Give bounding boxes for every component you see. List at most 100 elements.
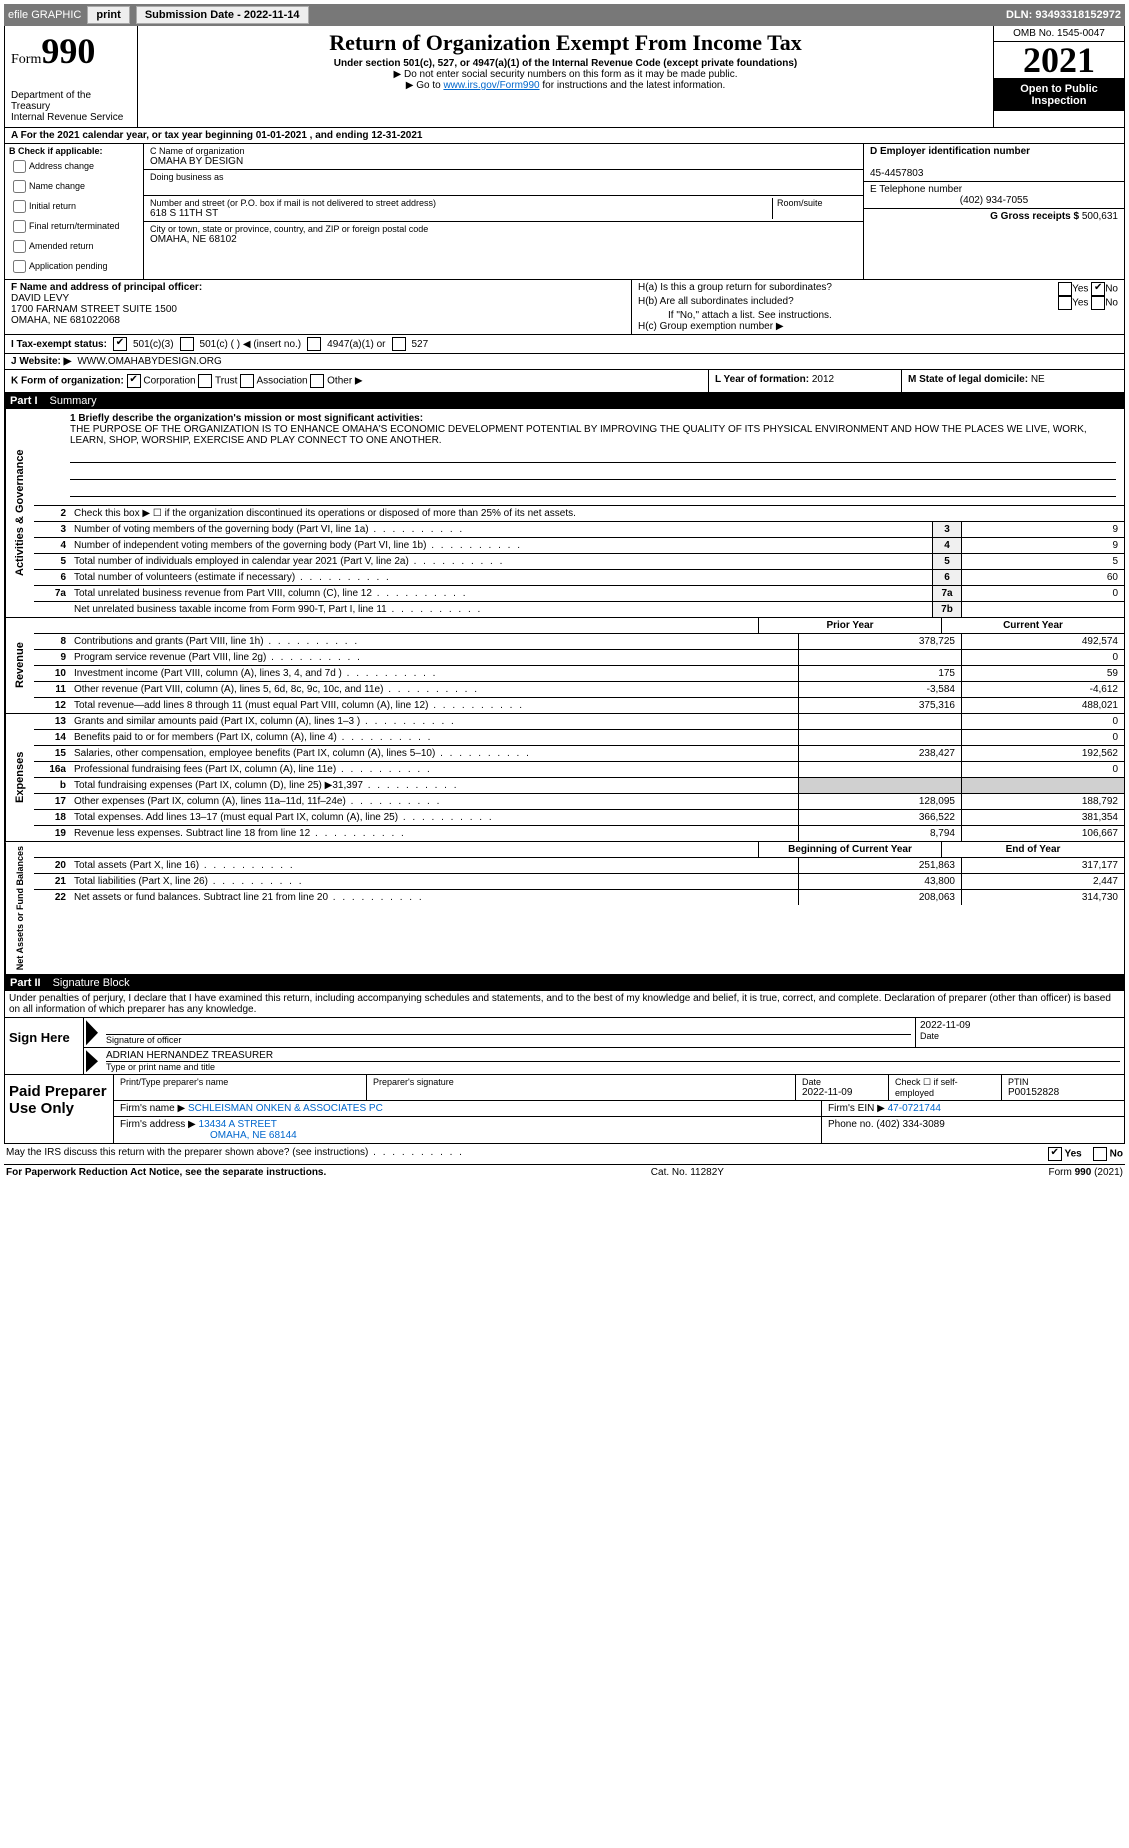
perjury-declaration: Under penalties of perjury, I declare th… [4, 991, 1125, 1017]
part1-ag: Activities & Governance 1 Briefly descri… [4, 409, 1125, 618]
signature-block: Sign Here Signature of officer 2022-11-0… [4, 1017, 1125, 1075]
m-state: M State of legal domicile: NE [902, 370, 1125, 393]
org-name: OMAHA BY DESIGN [150, 156, 857, 167]
table-row: 20 Total assets (Part X, line 16) 251,86… [34, 858, 1124, 874]
col-b-title: B Check if applicable: [9, 146, 103, 156]
vtab-ag: Activities & Governance [5, 409, 34, 617]
l-year: L Year of formation: 2012 [709, 370, 902, 393]
col-b: B Check if applicable: Address change Na… [5, 144, 144, 279]
table-row: 13 Grants and similar amounts paid (Part… [34, 714, 1124, 730]
part1-expenses: Expenses 13 Grants and similar amounts p… [4, 714, 1125, 842]
phone-cell: E Telephone number (402) 934-7055 [864, 182, 1124, 209]
table-row: 7a Total unrelated business revenue from… [34, 586, 1124, 602]
table-row: 19 Revenue less expenses. Subtract line … [34, 826, 1124, 841]
form-subtitle: Under section 501(c), 527, or 4947(a)(1)… [144, 58, 987, 69]
vtab-netassets: Net Assets or Fund Balances [5, 842, 34, 974]
dept-label: Department of the Treasury [11, 90, 131, 112]
cb-address-change[interactable]: Address change [9, 157, 139, 176]
irs-label: Internal Revenue Service [11, 112, 131, 123]
cb-4947[interactable] [307, 337, 321, 351]
h-block: H(a) Is this a group return for subordin… [631, 280, 1124, 334]
cb-app-pending[interactable]: Application pending [9, 257, 139, 276]
cb-501c[interactable] [180, 337, 194, 351]
form-header: Form990 Department of the Treasury Inter… [4, 26, 1125, 128]
table-row: 22 Net assets or fund balances. Subtract… [34, 890, 1124, 905]
table-row: 6 Total number of volunteers (estimate i… [34, 570, 1124, 586]
part2-header: Part II Signature Block [4, 975, 1125, 991]
table-row: 4 Number of independent voting members o… [34, 538, 1124, 554]
tax-exempt-status: I Tax-exempt status: 501(c)(3) 501(c) ( … [4, 335, 1125, 354]
irs-link[interactable]: www.irs.gov/Form990 [443, 80, 539, 91]
table-row: 21 Total liabilities (Part X, line 26) 4… [34, 874, 1124, 890]
ha-yesno: Yes No [1058, 282, 1118, 296]
submission-date-button[interactable]: Submission Date - 2022-11-14 [136, 6, 309, 24]
officer-name: ADRIAN HERNANDEZ TREASURER [106, 1050, 1120, 1062]
part1-revenue: Revenue Prior Year Current Year 8 Contri… [4, 618, 1125, 714]
website-row: J Website: ▶ WWW.OMAHABYDESIGN.ORG [4, 354, 1125, 370]
fh-block: F Name and address of principal officer:… [4, 280, 1125, 335]
cb-final-return[interactable]: Final return/terminated [9, 217, 139, 236]
table-row: 11 Other revenue (Part VIII, column (A),… [34, 682, 1124, 698]
cb-initial-return[interactable]: Initial return [9, 197, 139, 216]
mission-block: 1 Briefly describe the organization's mi… [34, 409, 1124, 505]
footer: For Paperwork Reduction Act Notice, see … [4, 1165, 1125, 1180]
table-row: 9 Program service revenue (Part VIII, li… [34, 650, 1124, 666]
cb-discuss-no[interactable] [1093, 1147, 1107, 1161]
beg-end-header: Beginning of Current Year End of Year [34, 842, 1124, 858]
col-de: D Employer identification number 45-4457… [863, 144, 1124, 279]
cb-527[interactable] [392, 337, 406, 351]
efile-label: efile GRAPHIC [8, 9, 81, 21]
city-cell: City or town, state or province, country… [144, 222, 863, 247]
pra-notice: For Paperwork Reduction Act Notice, see … [6, 1167, 326, 1178]
firm-name: SCHLEISMAN ONKEN & ASSOCIATES PC [188, 1103, 383, 1114]
table-row: Net unrelated business taxable income fr… [34, 602, 1124, 617]
ein-value: 45-4457803 [870, 168, 923, 179]
print-button[interactable]: print [87, 6, 129, 24]
q2-text: Check this box ▶ ☐ if the organization d… [70, 506, 1124, 521]
cb-trust[interactable] [198, 374, 212, 388]
part1-header: Part I Summary [4, 393, 1125, 409]
table-row: 3 Number of voting members of the govern… [34, 522, 1124, 538]
cb-name-change[interactable]: Name change [9, 177, 139, 196]
cb-other[interactable] [310, 374, 324, 388]
col-c: C Name of organization OMAHA BY DESIGN D… [144, 144, 863, 279]
cb-amended[interactable]: Amended return [9, 237, 139, 256]
form-title: Return of Organization Exempt From Incom… [144, 30, 987, 56]
table-row: 8 Contributions and grants (Part VIII, l… [34, 634, 1124, 650]
table-row: 15 Salaries, other compensation, employe… [34, 746, 1124, 762]
discuss-row: May the IRS discuss this return with the… [4, 1144, 1125, 1165]
row-a: A For the 2021 calendar year, or tax yea… [4, 128, 1125, 144]
preparer-block: Paid Preparer Use Only Print/Type prepar… [4, 1075, 1125, 1144]
table-row: b Total fundraising expenses (Part IX, c… [34, 778, 1124, 794]
sig-date: 2022-11-09 [920, 1020, 1120, 1031]
ptin-value: P00152828 [1008, 1087, 1118, 1098]
cb-corp[interactable] [127, 374, 141, 388]
dln-label: DLN: 93493318152972 [1006, 9, 1121, 21]
paid-preparer-label: Paid Preparer Use Only [5, 1075, 114, 1143]
arrow-icon [86, 1050, 98, 1072]
cb-501c3[interactable] [113, 337, 127, 351]
principal-officer: F Name and address of principal officer:… [5, 280, 631, 334]
hb-yesno: Yes No [1058, 296, 1118, 310]
table-row: 16a Professional fundraising fees (Part … [34, 762, 1124, 778]
table-row: 17 Other expenses (Part IX, column (A), … [34, 794, 1124, 810]
cat-no: Cat. No. 11282Y [651, 1167, 724, 1178]
header-left: Form990 Department of the Treasury Inter… [5, 26, 138, 127]
gross-receipts: 500,631 [1082, 211, 1118, 222]
klm-row: K Form of organization: Corporation Trus… [4, 370, 1125, 393]
header-right: OMB No. 1545-0047 2021 Open to Public In… [993, 26, 1124, 127]
open-public-badge: Open to Public Inspection [994, 79, 1124, 111]
table-row: 10 Investment income (Part VIII, column … [34, 666, 1124, 682]
k-org-form: K Form of organization: Corporation Trus… [4, 370, 709, 393]
addr-cell: Number and street (or P.O. box if mail i… [144, 196, 863, 222]
part1-netassets: Net Assets or Fund Balances Beginning of… [4, 842, 1125, 975]
vtab-revenue: Revenue [5, 618, 34, 713]
gross-receipts-cell: G Gross receipts $ 500,631 [864, 209, 1124, 224]
vtab-expenses: Expenses [5, 714, 34, 841]
cb-discuss-yes[interactable] [1048, 1147, 1062, 1161]
arrow-icon [86, 1020, 98, 1045]
form-note1: ▶ Do not enter social security numbers o… [144, 69, 987, 80]
table-row: 14 Benefits paid to or for members (Part… [34, 730, 1124, 746]
cb-assoc[interactable] [240, 374, 254, 388]
prior-current-header: Prior Year Current Year [34, 618, 1124, 634]
